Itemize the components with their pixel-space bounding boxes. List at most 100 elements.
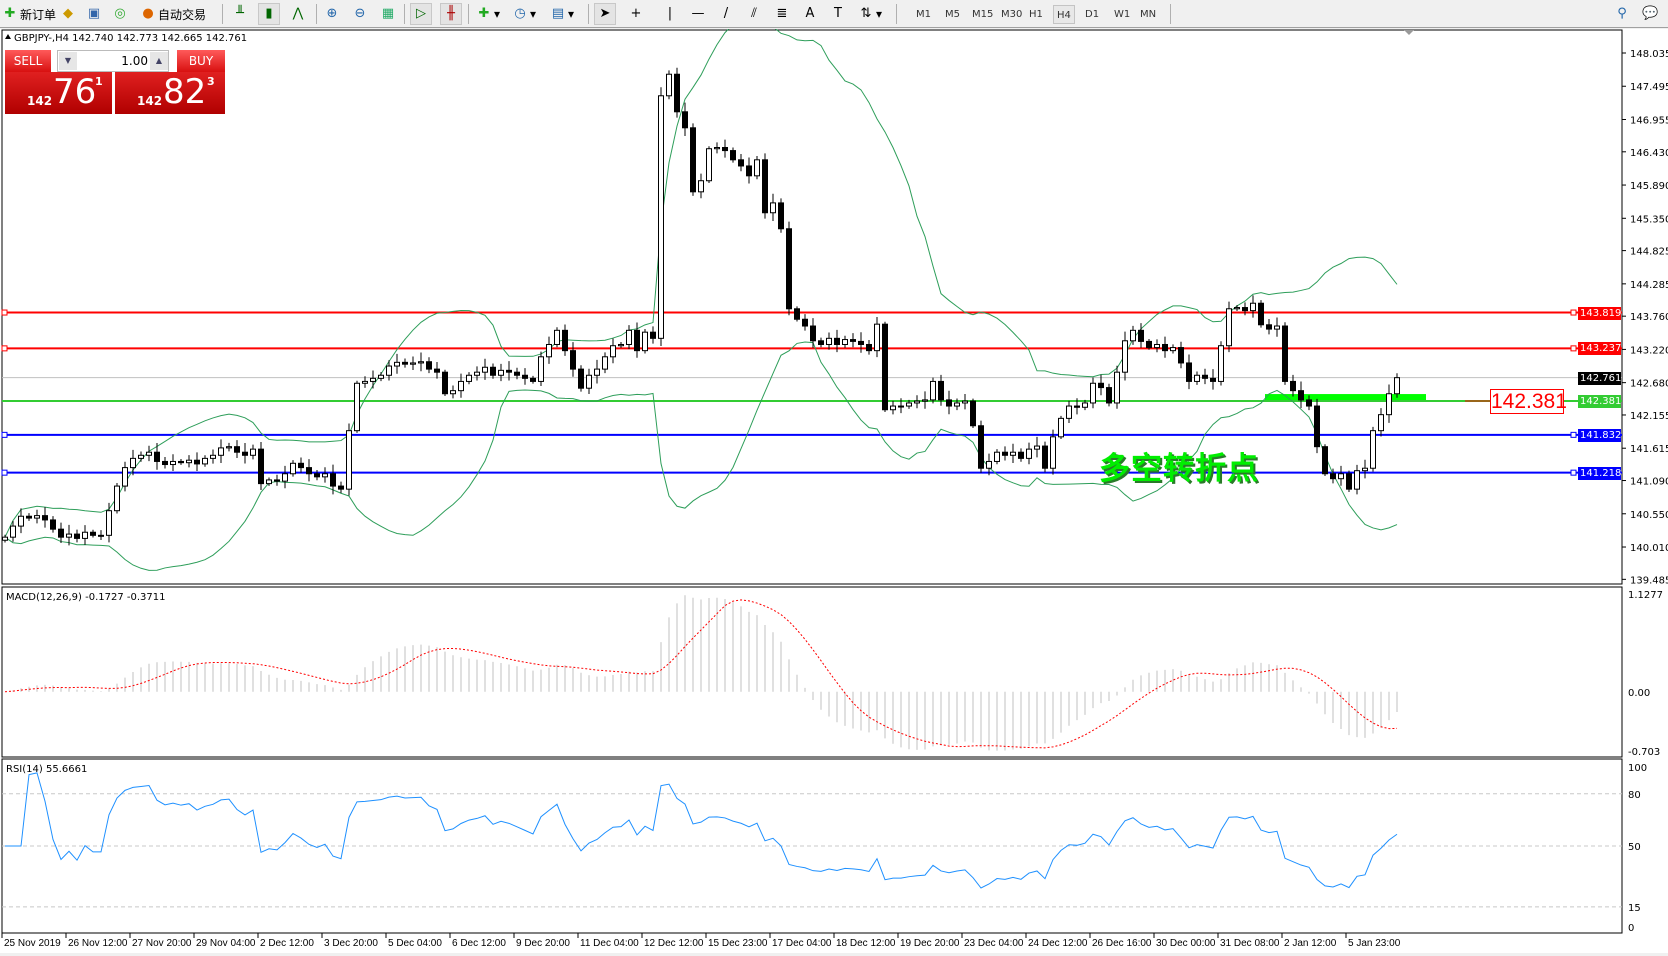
crosshair-button[interactable]: + <box>626 3 646 25</box>
toolbar: ✚ 新订单 ◆ ▣ ◎ ● 自动交易 ╨ ▮ ⋀ ⊕ ⊖ ▦ ▷ ╫ ✚ ▾ ◷ ▾ ▤… <box>0 0 1668 28</box>
lot-decrease-button[interactable]: ▼ <box>59 52 77 70</box>
bear-candle <box>762 159 768 214</box>
bear-candle <box>818 340 824 345</box>
arrows-button[interactable]: ⇅ ▾ <box>856 3 884 25</box>
line-chart-icon: ⋀ <box>292 6 304 21</box>
bull-candle <box>466 374 472 382</box>
bull-candle <box>1122 340 1128 373</box>
timeframe-m5[interactable]: M5 <box>945 9 960 20</box>
lot-input[interactable] <box>78 52 148 70</box>
level-handle[interactable] <box>1 469 8 476</box>
bear-candle <box>1146 340 1152 349</box>
level-handle[interactable] <box>1570 469 1577 476</box>
bear-candle <box>162 460 168 466</box>
autoscroll-button[interactable]: ▷ <box>410 3 432 25</box>
auto-trading-button[interactable]: ● 自动交易 <box>138 3 208 25</box>
bull-candle <box>370 377 376 382</box>
bull-candle <box>594 368 600 376</box>
bear-candle <box>1330 473 1336 480</box>
time-tick-label: 26 Nov 12:00 <box>68 938 128 949</box>
level-handle[interactable] <box>1570 309 1577 316</box>
chart-canvas[interactable]: GBPJPY-,H4 142.740 142.773 142.665 142.7… <box>0 18 1668 953</box>
chart-shift-button[interactable]: ╫ <box>440 3 462 25</box>
text-label-button[interactable]: T <box>828 3 848 25</box>
text-icon: A <box>805 6 815 21</box>
bear-candle <box>530 377 536 382</box>
ask-price-button[interactable]: 142 82 3 <box>115 72 225 114</box>
time-tick-label: 27 Nov 20:00 <box>132 938 192 949</box>
bull-candle <box>1386 393 1392 416</box>
text-button[interactable]: A <box>800 3 820 25</box>
bull-candle <box>122 467 128 487</box>
periods-button[interactable]: ◷ ▾ <box>510 3 538 25</box>
timeframe-d1[interactable]: D1 <box>1085 9 1100 20</box>
price-level-label: 142.381 <box>1578 395 1622 409</box>
timeframe-m15[interactable]: M15 <box>972 9 994 20</box>
indicators-button[interactable]: ✚ ▾ <box>474 3 502 25</box>
timeframe-h4[interactable]: H4 <box>1053 5 1075 24</box>
bear-candle <box>1042 445 1048 469</box>
bear-candle <box>834 337 840 345</box>
bid-price-button[interactable]: 142 76 1 <box>5 72 112 114</box>
bear-candle <box>402 361 408 365</box>
bear-candle <box>1018 451 1024 459</box>
vertical-line-button[interactable]: | <box>660 3 680 25</box>
bull-candle <box>450 390 456 395</box>
candlestick-button[interactable]: ▮ <box>258 3 280 25</box>
bull-candle <box>82 531 88 539</box>
signals-button[interactable]: ◎ <box>110 3 130 25</box>
bull-candle <box>386 365 392 376</box>
new-order-button[interactable]: ✚ 新订单 <box>0 3 58 25</box>
chart-shift-icon: ╫ <box>447 6 455 21</box>
timeframe-mn[interactable]: MN <box>1140 9 1157 20</box>
timeframe-m30[interactable]: M30 <box>1001 9 1023 20</box>
pivot-zone-bar[interactable] <box>1265 394 1426 401</box>
search-button[interactable]: ⚲ <box>1612 3 1632 25</box>
level-handle[interactable] <box>1 309 8 316</box>
pivot-annotation[interactable]: 多空转折点 <box>1099 451 1259 487</box>
trendline-button[interactable]: / <box>716 3 736 25</box>
bull-candle <box>1394 377 1400 395</box>
bull-candle <box>114 485 120 512</box>
bull-candle <box>482 366 488 373</box>
bear-candle <box>690 127 696 193</box>
level-handle[interactable] <box>1570 345 1577 352</box>
bull-candle <box>322 473 328 478</box>
time-tick-label: 29 Nov 04:00 <box>196 938 256 949</box>
chart-window[interactable]: GBPJPY-,H4 142.740 142.773 142.665 142.7… <box>0 18 1668 953</box>
bear-candle <box>442 371 448 395</box>
bear-candle <box>426 361 432 370</box>
equidistant-channel-button[interactable]: ⫽ <box>744 3 764 25</box>
price-label-box[interactable]: 142.381 <box>1490 389 1567 414</box>
navigator-button[interactable]: ▣ <box>84 3 104 25</box>
market-watch-button[interactable]: ◆ <box>58 3 78 25</box>
sell-button[interactable]: SELL <box>5 50 51 72</box>
chat-button[interactable]: 💬 <box>1640 3 1660 25</box>
collapse-icon[interactable] <box>5 34 11 39</box>
timeframe-h1[interactable]: H1 <box>1029 9 1043 20</box>
cursor-button[interactable]: ➤ <box>594 3 616 25</box>
fibonacci-button[interactable]: ≣ <box>772 3 792 25</box>
level-handle[interactable] <box>1 345 8 352</box>
lot-increase-button[interactable]: ▲ <box>150 52 168 70</box>
bull-candle <box>346 430 352 490</box>
rsi-frame <box>1 758 1623 934</box>
level-handle[interactable] <box>1 431 8 438</box>
buy-button[interactable]: BUY <box>177 50 225 72</box>
tile-windows-button[interactable]: ▦ <box>378 3 398 25</box>
bear-candle <box>314 473 320 478</box>
horizontal-line-button[interactable]: — <box>688 3 708 25</box>
bear-candle <box>194 459 200 465</box>
bull-candle <box>994 451 1000 462</box>
timeframe-m1[interactable]: M1 <box>916 9 931 20</box>
line-chart-button[interactable]: ⋀ <box>288 3 308 25</box>
bull-candle <box>250 448 256 456</box>
templates-button[interactable]: ▤ ▾ <box>551 6 575 21</box>
level-handle[interactable] <box>1570 431 1577 438</box>
timeframe-w1[interactable]: W1 <box>1114 9 1131 20</box>
zoom-out-button[interactable]: ⊖ <box>350 3 370 25</box>
bear-candle <box>306 467 312 475</box>
bar-chart-button[interactable]: ╨ <box>230 3 250 25</box>
zoom-in-button[interactable]: ⊕ <box>322 3 342 25</box>
chart-shift-marker[interactable] <box>1404 30 1414 35</box>
